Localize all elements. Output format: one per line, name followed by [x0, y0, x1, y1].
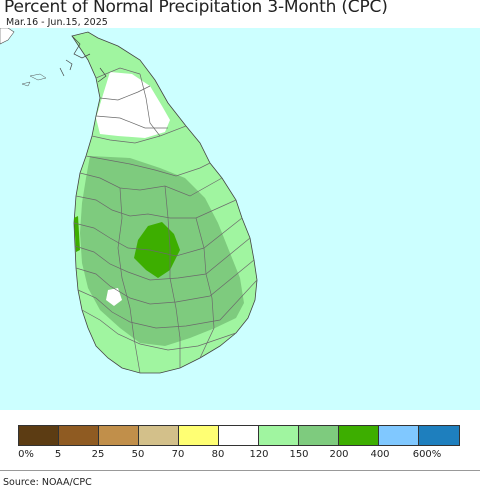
legend-labels: 0% 5 25 50 70 80 120 150 200 400 600% [0, 449, 480, 463]
precip-zone-west-coast [74, 216, 80, 252]
legend-label-0: 0% [18, 449, 34, 460]
legend-swatch-2 [99, 426, 139, 445]
map-title: Percent of Normal Precipitation 3-Month … [4, 0, 388, 17]
legend-swatch-3 [139, 426, 179, 445]
legend-label-5: 80 [211, 449, 225, 460]
legend-label-3: 50 [131, 449, 145, 460]
legend-label-9: 400 [370, 449, 390, 460]
india-coast [0, 28, 15, 45]
legend-swatch-10 [419, 426, 459, 445]
legend-swatch-9 [379, 426, 419, 445]
legend-swatch-7 [299, 426, 339, 445]
legend-swatch-1 [59, 426, 99, 445]
legend-label-4: 70 [171, 449, 185, 460]
legend-label-2: 25 [91, 449, 105, 460]
legend-label-10: 600% [412, 449, 442, 460]
legend-swatch-6 [259, 426, 299, 445]
source-text: Source: NOAA/CPC [3, 477, 92, 488]
legend-label-8: 200 [329, 449, 349, 460]
source-footer: Source: NOAA/CPC [0, 470, 480, 491]
precipitation-map [0, 28, 480, 410]
legend-label-1: 5 [54, 449, 62, 460]
legend-swatch-5 [219, 426, 259, 445]
precip-zone-80-120-southwest [106, 288, 122, 306]
legend-swatch-0 [19, 426, 59, 445]
district-boundaries [73, 67, 258, 374]
precip-zone-200-400 [134, 222, 180, 278]
legend-label-7: 150 [289, 449, 309, 460]
precip-zone-80-120-north [96, 72, 170, 138]
legend-swatch-8 [339, 426, 379, 445]
legend-swatch-4 [179, 426, 219, 445]
northern-coastline-detail [59, 35, 107, 83]
legend-label-6: 120 [249, 449, 269, 460]
legend-color-bar [18, 425, 460, 446]
date-range: Mar.16 - Jun.15, 2025 [6, 17, 108, 28]
india-coast-islands [21, 73, 47, 87]
